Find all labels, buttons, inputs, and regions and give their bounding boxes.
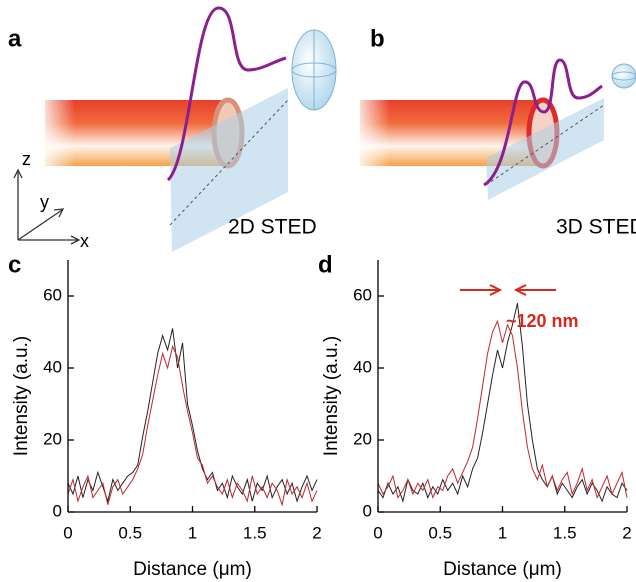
arrow-head [70, 235, 81, 245]
x-tick-label: 0.5 [428, 523, 452, 542]
x-tick-label: 1 [188, 523, 197, 542]
y-axis-label: Intensity (a.u.) [321, 336, 342, 456]
arrow-head [489, 284, 503, 296]
panel-label: d [318, 251, 333, 278]
psf-ellipsoid [611, 63, 636, 89]
y-tick-label: 40 [353, 357, 372, 376]
y-axis-label: Intensity (a.u.) [11, 336, 32, 456]
schematic-a [45, 6, 337, 252]
triad [13, 168, 81, 245]
x-tick-label: 2 [312, 523, 321, 542]
x-tick-label: 0.5 [118, 523, 142, 542]
tube-shade [360, 100, 420, 166]
x-tick-label: 0 [63, 523, 72, 542]
data-line [67, 344, 318, 507]
axis-letter: y [40, 192, 49, 212]
y-tick-label: 0 [363, 501, 372, 520]
caption: 2D STED [228, 216, 317, 239]
plane [170, 88, 288, 252]
annotation: ~120 nm [506, 311, 579, 331]
y-arrow [17, 209, 63, 241]
arrow-head [513, 284, 527, 296]
psf-curve [166, 6, 287, 182]
arrow-head [53, 208, 65, 218]
panel-label: b [370, 25, 385, 52]
x-tick-label: 0 [373, 523, 382, 542]
tube-shade [45, 100, 105, 166]
caption: 3D STED [556, 216, 636, 239]
x-tick-label: 2 [622, 523, 631, 542]
psf-ellipsoid-ring [611, 71, 636, 81]
arrow-head [13, 168, 23, 179]
y-tick-label: 60 [43, 285, 62, 304]
x-tick-label: 1.5 [553, 523, 577, 542]
panel-label: c [8, 251, 21, 278]
x-axis-label: Distance (μm) [443, 559, 562, 580]
y-tick-label: 20 [353, 429, 372, 448]
schematic-b [360, 58, 636, 200]
panel-label: a [8, 25, 22, 52]
axis-line [169, 99, 289, 226]
y-tick-label: 20 [43, 429, 62, 448]
data-line [67, 328, 318, 504]
x-axis-label: Distance (μm) [133, 559, 252, 580]
y-tick-label: 0 [53, 501, 62, 520]
y-tick-label: 60 [353, 285, 372, 304]
axis-letter: z [22, 149, 31, 169]
plane [486, 98, 604, 200]
psf-curve [483, 58, 603, 187]
x-tick-label: 1 [498, 523, 507, 542]
y-tick-label: 40 [43, 357, 62, 376]
x-tick-label: 1.5 [243, 523, 267, 542]
data-line [377, 303, 628, 504]
data-line [377, 319, 628, 500]
axis-letter: x [80, 231, 89, 251]
